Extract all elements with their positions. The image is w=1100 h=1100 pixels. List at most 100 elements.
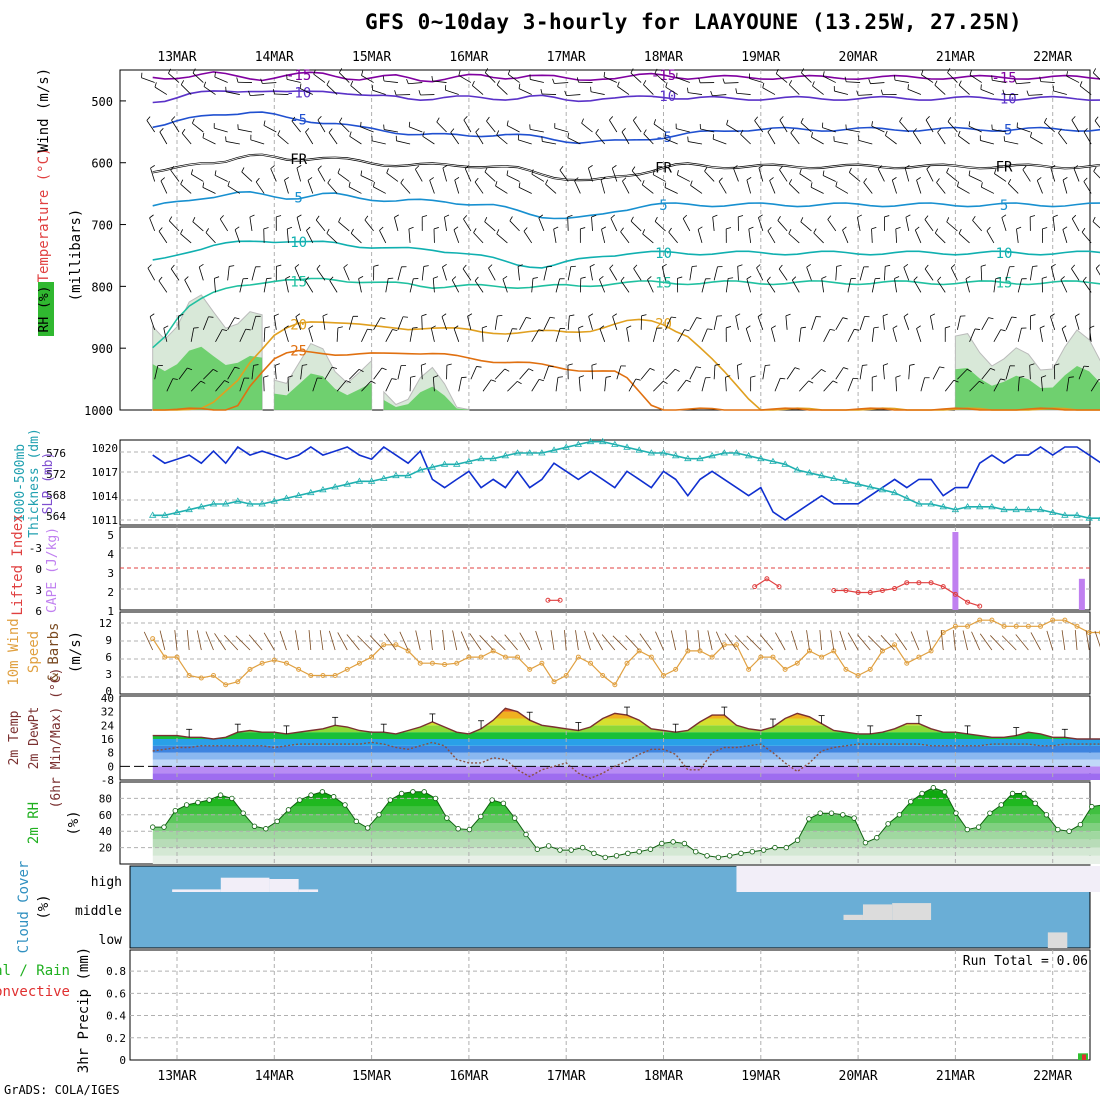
wind-barb <box>578 327 581 342</box>
wind-barb-flag <box>358 368 364 373</box>
wind-barb <box>858 139 873 145</box>
wind-barb <box>313 73 326 83</box>
wind10-barb <box>746 635 762 651</box>
thickness-point <box>988 503 996 510</box>
wind-barb-flag <box>1081 227 1086 233</box>
wind-barb-flag <box>178 313 184 317</box>
wind-barb <box>856 217 861 231</box>
top-date-label: 20MAR <box>839 50 878 65</box>
wind-barb <box>924 268 934 281</box>
wind-barb-flag <box>517 264 523 267</box>
wind-barb <box>1062 179 1068 194</box>
wind10-barb <box>685 630 689 651</box>
wind-speed-point <box>1086 629 1092 635</box>
thickness-point <box>939 503 947 510</box>
wind-barb <box>494 368 506 380</box>
isotherm-25 <box>152 349 1100 411</box>
wind-barb-flag <box>821 369 826 373</box>
cloud-layer-label: high <box>91 875 122 890</box>
wind-barb-flag <box>821 276 827 279</box>
wind-barb <box>506 125 520 133</box>
wind-barb-flag <box>214 170 217 176</box>
wind10-barb <box>1001 635 1017 651</box>
temp-band <box>152 732 1100 739</box>
wind-barb-flag <box>601 226 607 230</box>
wind-barb-flag <box>391 378 397 380</box>
wind-barb <box>462 268 472 281</box>
rh-point <box>885 821 891 827</box>
wind-barb-flag <box>946 217 950 223</box>
wind-barb-flag <box>756 264 761 269</box>
wind-barb <box>1089 327 1092 342</box>
wind-barb <box>328 132 338 145</box>
thickness-point <box>574 440 583 447</box>
isotherm-label: 15 <box>290 274 307 290</box>
wind-barb-flag <box>373 181 375 187</box>
wind-barb <box>957 186 970 194</box>
wind-barb <box>1062 229 1068 244</box>
wind-barb <box>842 229 849 244</box>
wind-barb <box>958 233 970 244</box>
wind-barb <box>1073 168 1080 182</box>
thickness-point <box>842 477 850 484</box>
wind-barb <box>746 278 752 293</box>
wind-barb <box>519 368 530 380</box>
wind-barb <box>871 228 873 243</box>
wind-barb <box>409 126 423 133</box>
wind-barb-flag <box>915 226 920 231</box>
thickness-point <box>513 449 522 456</box>
wind-barb-flag <box>913 276 918 281</box>
wind-barb-flag <box>990 367 996 371</box>
thickness-point <box>477 454 485 462</box>
wind-speed-point <box>1038 623 1044 629</box>
wind-barb <box>811 136 824 145</box>
wind-barb-flag <box>1098 379 1100 381</box>
thickness-point <box>976 503 984 510</box>
rh-point <box>489 797 495 803</box>
thickness-slp-panel: 576 572 568 564 1020 1017 1014 1011 <box>46 437 1100 527</box>
lifted-index-point <box>904 580 910 586</box>
wind-barb-flag <box>567 363 573 366</box>
wind10-barb <box>143 631 154 651</box>
wind-barb-flag <box>1026 90 1029 96</box>
wind10-barb <box>940 630 944 651</box>
wind-barb-flag <box>205 228 209 233</box>
wind-speed-point <box>782 666 788 672</box>
rh-point <box>987 810 993 816</box>
thickness-point <box>185 505 193 513</box>
rh-point <box>794 837 801 843</box>
wind-barb <box>339 72 350 83</box>
wind-barb-flag <box>274 313 279 317</box>
wind-barb-flag <box>725 375 731 378</box>
wind-barb-flag <box>1037 177 1042 181</box>
wind10-barb <box>415 630 421 651</box>
wind10-barb <box>847 632 859 651</box>
wind-barb <box>1095 268 1100 276</box>
wind-barb <box>149 217 156 232</box>
wind-barb <box>640 368 651 380</box>
temp-band <box>152 752 1100 760</box>
wind-speed-point <box>758 654 764 660</box>
wind-barb <box>567 266 572 281</box>
wind-barb <box>992 79 1007 83</box>
wind-barb-flag <box>687 87 689 93</box>
wind10-barb <box>337 632 348 651</box>
wind-speed-point <box>466 654 472 660</box>
wind-barb <box>621 131 630 145</box>
wind-tick-label: 6 <box>105 651 112 664</box>
wind-barb <box>800 221 812 232</box>
wind-barb-flag <box>471 80 475 86</box>
wind-barb-flag <box>892 325 898 329</box>
wind-barb <box>957 316 961 330</box>
wind-barb <box>871 278 876 293</box>
wind-barb <box>458 75 472 83</box>
rh-point <box>263 826 269 832</box>
rh-point <box>1009 790 1016 797</box>
wind-speed-point <box>989 617 995 623</box>
wind-barb-flag <box>937 128 942 133</box>
wind-barb-flag <box>277 130 281 136</box>
wind-barb-flag <box>785 313 791 317</box>
wind-barb <box>835 186 849 194</box>
wind-barb <box>415 169 423 182</box>
top-date-label: 22MAR <box>1033 50 1072 65</box>
